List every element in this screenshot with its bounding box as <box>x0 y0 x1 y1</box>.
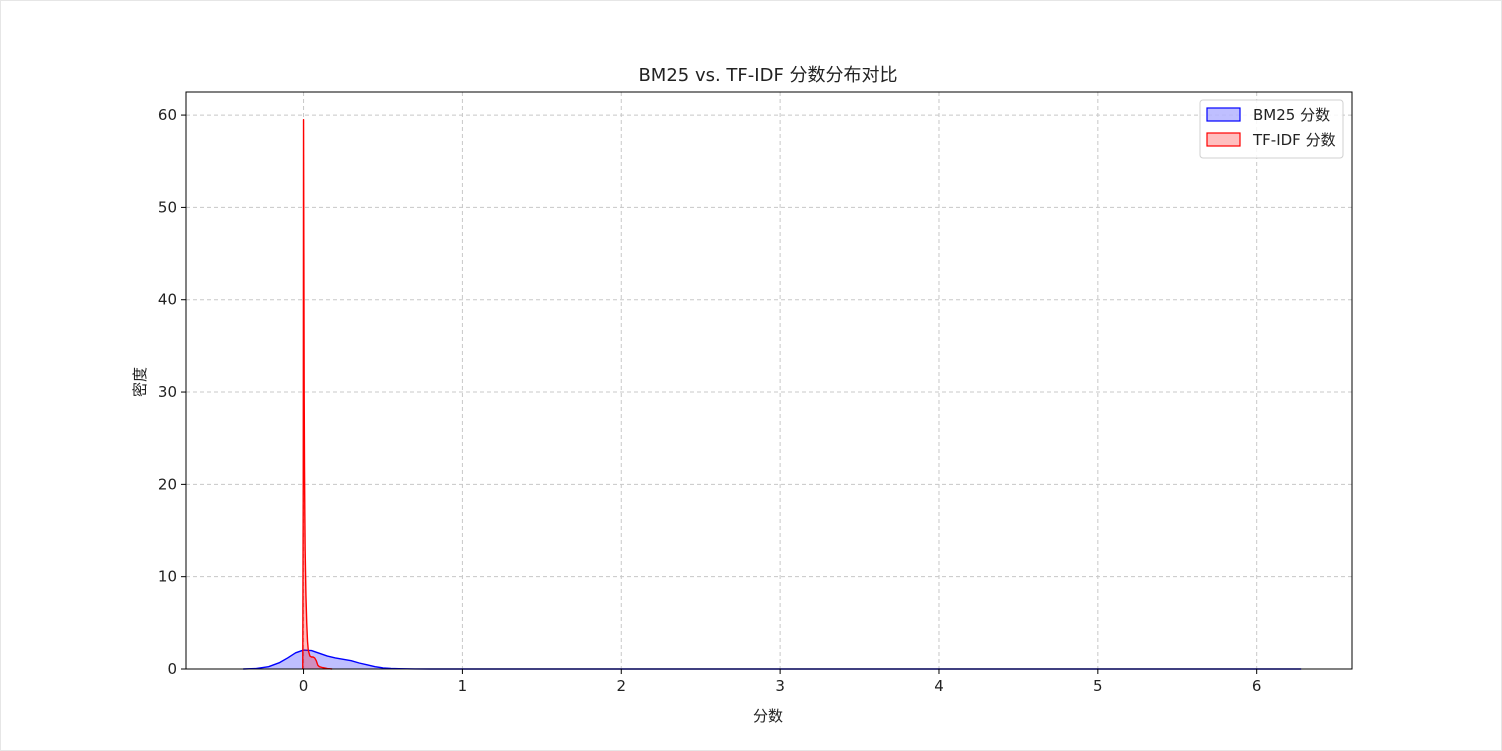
x-tick-label: 4 <box>934 677 944 695</box>
x-tick-label: 6 <box>1252 677 1262 695</box>
plot-frame <box>185 91 1353 670</box>
x-axis-label: 分数 <box>753 707 783 725</box>
x-tick-label: 2 <box>616 677 626 695</box>
legend-label-0: BM25 分数 <box>1253 106 1330 124</box>
legend: BM25 分数 TF-IDF 分数 <box>1199 99 1344 159</box>
grid-layer <box>186 92 1352 670</box>
y-tick-label: 20 <box>158 475 177 493</box>
y-tick-label: 0 <box>167 660 177 678</box>
legend-swatch-0 <box>1206 107 1241 122</box>
series-fill-0 <box>243 650 1302 669</box>
y-tick-label: 30 <box>158 383 177 401</box>
x-tick-label: 3 <box>775 677 785 695</box>
y-tick-label: 40 <box>158 291 177 309</box>
x-tick-label: 1 <box>458 677 468 695</box>
y-tick-label: 10 <box>158 568 177 586</box>
chart-title: BM25 vs. TF-IDF 分数分布对比 <box>638 65 897 86</box>
series-fill-1 <box>302 119 333 669</box>
legend-box <box>1199 99 1344 159</box>
series-line-1 <box>302 119 333 670</box>
x-tick-label: 0 <box>299 677 309 695</box>
y-axis-label: 密度 <box>131 367 149 397</box>
y-tick-label: 50 <box>158 198 177 216</box>
legend-swatch-1 <box>1206 132 1241 147</box>
x-tick-label: 5 <box>1093 677 1103 695</box>
y-tick-label: 60 <box>158 106 177 124</box>
legend-label-1: TF-IDF 分数 <box>1252 131 1336 149</box>
series-layer <box>243 119 1302 670</box>
series-line-0 <box>243 649 1302 670</box>
